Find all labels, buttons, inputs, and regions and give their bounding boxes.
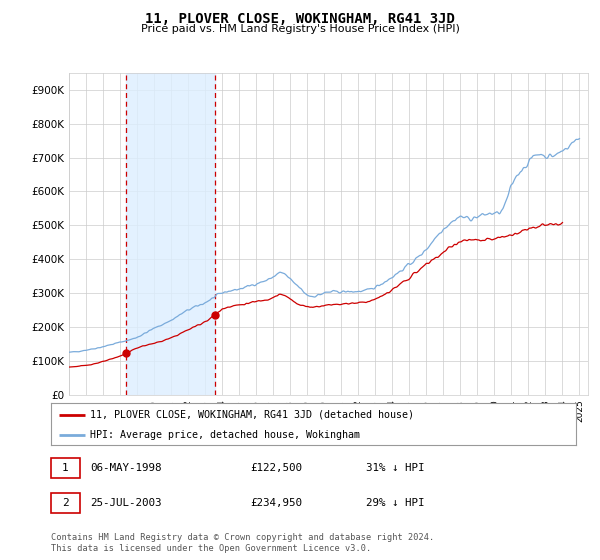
Text: 31% ↓ HPI: 31% ↓ HPI — [366, 463, 425, 473]
FancyBboxPatch shape — [51, 458, 80, 478]
Text: 29% ↓ HPI: 29% ↓ HPI — [366, 498, 425, 508]
Text: Contains HM Land Registry data © Crown copyright and database right 2024.
This d: Contains HM Land Registry data © Crown c… — [51, 533, 434, 553]
FancyBboxPatch shape — [51, 493, 80, 514]
Text: 11, PLOVER CLOSE, WOKINGHAM, RG41 3JD: 11, PLOVER CLOSE, WOKINGHAM, RG41 3JD — [145, 12, 455, 26]
Bar — [126, 73, 215, 395]
Text: £234,950: £234,950 — [251, 498, 302, 508]
Text: 25-JUL-2003: 25-JUL-2003 — [91, 498, 162, 508]
Text: 2: 2 — [62, 498, 69, 508]
Text: Price paid vs. HM Land Registry's House Price Index (HPI): Price paid vs. HM Land Registry's House … — [140, 24, 460, 34]
Text: £122,500: £122,500 — [251, 463, 302, 473]
Text: 1: 1 — [62, 463, 69, 473]
Text: HPI: Average price, detached house, Wokingham: HPI: Average price, detached house, Woki… — [91, 430, 361, 440]
Text: 06-MAY-1998: 06-MAY-1998 — [91, 463, 162, 473]
Text: 11, PLOVER CLOSE, WOKINGHAM, RG41 3JD (detached house): 11, PLOVER CLOSE, WOKINGHAM, RG41 3JD (d… — [91, 409, 415, 419]
